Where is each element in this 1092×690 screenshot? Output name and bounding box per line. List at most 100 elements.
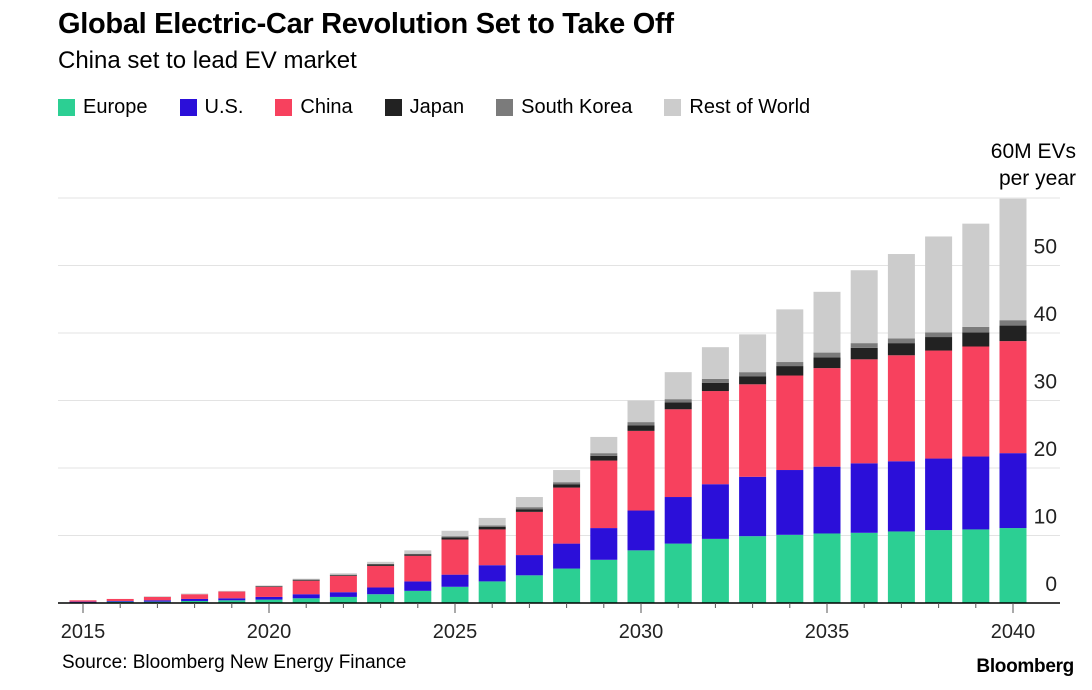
bar-segment	[329, 574, 357, 576]
legend-label: South Korea	[521, 96, 633, 118]
legend-item-south-korea: South Korea	[496, 96, 632, 119]
bar-segment	[887, 355, 915, 462]
bar-segment	[999, 528, 1027, 603]
bar-segment	[367, 565, 395, 588]
bar-segment	[441, 536, 469, 538]
bar-segment	[813, 352, 841, 358]
bar-segment	[218, 591, 246, 599]
bar-segment	[367, 563, 395, 565]
bar-segment	[478, 526, 506, 530]
bar-segment	[925, 458, 953, 531]
source-note: Source: Bloomberg New Energy Finance	[62, 652, 407, 673]
bar-segment	[925, 350, 953, 459]
bar-segment	[701, 391, 729, 485]
bar-segment	[627, 550, 655, 603]
bar-segment	[664, 543, 692, 603]
bar-segment	[925, 332, 953, 338]
x-tick-label: 2020	[247, 621, 292, 643]
bar-segment	[478, 581, 506, 603]
bar-segment	[441, 539, 469, 575]
bar-segment	[515, 555, 543, 576]
bar-segment	[441, 530, 469, 537]
bar-segment	[255, 596, 283, 600]
bar-segment	[887, 461, 915, 532]
bar-segment	[962, 346, 990, 457]
chart-subtitle: China set to lead EV market	[58, 47, 357, 74]
legend-swatch	[496, 99, 514, 116]
bar-segment	[739, 536, 767, 603]
bar-segment	[813, 368, 841, 467]
bar-segment	[329, 592, 357, 597]
bar-segment	[553, 487, 581, 544]
bar-segment	[739, 476, 767, 537]
bar-segment	[627, 422, 655, 426]
bar-segment	[664, 372, 692, 400]
bar-segment	[367, 561, 395, 564]
chart-legend: Europe U.S. China Japan South Korea Rest…	[58, 96, 842, 119]
bar-segment	[701, 484, 729, 539]
bar-segment	[218, 598, 246, 601]
x-tick-label: 2030	[619, 621, 664, 643]
bar-segment	[739, 376, 767, 385]
legend-swatch	[275, 99, 293, 116]
bar-segment	[813, 291, 841, 353]
bar-segment	[404, 554, 432, 556]
bar-segment	[999, 198, 1027, 321]
bar-segment	[999, 453, 1027, 529]
bar-segment	[367, 564, 395, 566]
bar-segment	[553, 543, 581, 569]
bar-segment	[999, 320, 1027, 326]
bar-segment	[887, 338, 915, 344]
bar-segment	[627, 510, 655, 551]
bar-segment	[181, 594, 209, 599]
bloomberg-logo: Bloomberg	[976, 656, 1074, 677]
bar-segment	[627, 430, 655, 511]
y-tick-label: 0	[1045, 573, 1057, 596]
y-axis-unit-line2: per year	[998, 167, 1076, 190]
bar-segment	[813, 357, 841, 369]
bar-segment	[664, 402, 692, 410]
bar-segment	[292, 598, 320, 603]
bar-segment	[590, 460, 618, 529]
bar-segment	[553, 482, 581, 485]
bar-segment	[701, 347, 729, 379]
legend-swatch	[179, 99, 197, 116]
bar-segment	[143, 596, 171, 597]
y-tick-label: 30	[1034, 371, 1057, 394]
legend-label: Europe	[83, 96, 148, 118]
legend-label: U.S.	[204, 96, 244, 118]
bar-segment	[404, 550, 432, 554]
x-tick-label: 2025	[433, 621, 478, 643]
bar-segment	[590, 559, 618, 603]
bar-segment	[850, 532, 878, 603]
bar-segment	[292, 580, 320, 581]
bar-segment	[701, 378, 729, 383]
bar-segment	[962, 223, 990, 327]
bar-segment	[478, 525, 506, 527]
bar-segment	[999, 341, 1027, 454]
y-axis-unit-label: 60M EVs per year	[991, 138, 1076, 192]
bar-segment	[627, 425, 655, 431]
bar-segment	[255, 585, 283, 587]
bar-segment	[69, 600, 97, 602]
bar-segment	[329, 575, 357, 576]
bar-segment	[441, 537, 469, 540]
bar-segment	[590, 528, 618, 560]
bar-segment	[515, 497, 543, 508]
bar-segment	[553, 568, 581, 603]
bar-segment	[181, 593, 209, 595]
bar-segment	[590, 436, 618, 454]
bar-segment	[850, 463, 878, 533]
bar-segment	[776, 366, 804, 376]
bar-segment	[887, 254, 915, 339]
bar-segment	[329, 596, 357, 603]
bar-segment	[367, 587, 395, 595]
bar-segment	[776, 470, 804, 535]
bar-segment	[999, 325, 1027, 342]
bar-segment	[887, 531, 915, 603]
bar-segment	[404, 581, 432, 591]
bar-segment	[292, 594, 320, 599]
bar-segment	[776, 375, 804, 471]
bar-segment	[181, 598, 209, 601]
bar-segment	[590, 453, 618, 456]
